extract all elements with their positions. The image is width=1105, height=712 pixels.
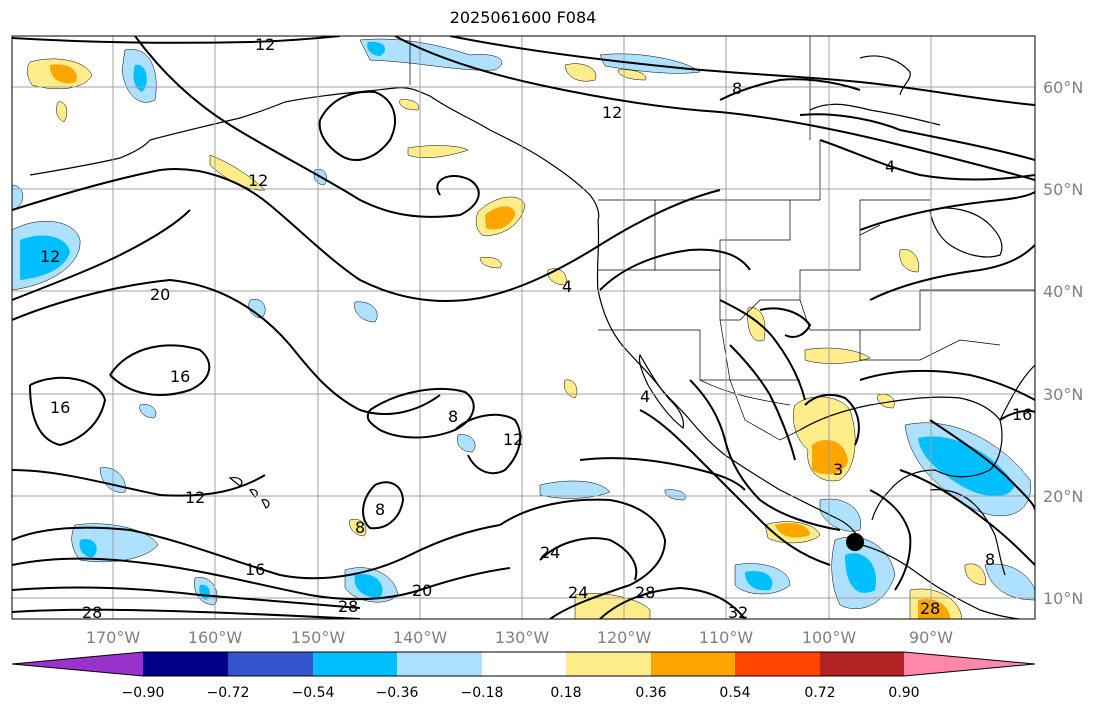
lat-label: 40°N: [1043, 282, 1083, 301]
colorbar-tick: 0.54: [719, 685, 750, 701]
latitude-labels: 60°N 50°N 40°N 30°N 20°N 10°N: [1043, 78, 1083, 608]
colorbar-tick: −0.72: [207, 685, 250, 701]
lon-label: 150°W: [291, 628, 346, 647]
state-border-layer: [409, 36, 1035, 441]
colorbar-segment: [143, 652, 228, 676]
contour-label: 4: [562, 277, 572, 296]
lon-label: 130°W: [495, 628, 550, 647]
longitude-labels: 170°W 160°W 150°W 140°W 130°W 120°W 110°…: [86, 628, 953, 647]
colorbar-segment: [482, 652, 566, 676]
lon-label: 110°W: [699, 628, 754, 647]
contour-label: 4: [885, 157, 895, 176]
colorbar-tick: 0.18: [550, 685, 581, 701]
colorbar-right-extension: [904, 652, 1035, 676]
map-frame: [11, 35, 1036, 620]
contour-label: 12: [255, 35, 275, 54]
lat-label: 60°N: [1043, 78, 1083, 97]
shaded-anomaly-layer: [12, 38, 1035, 619]
contour-label: 12: [248, 171, 268, 190]
lon-label: 90°W: [909, 628, 953, 647]
contour-label: 16: [1012, 405, 1032, 424]
colorbar-tick: 0.36: [635, 685, 666, 701]
lon-label: 160°W: [188, 628, 243, 647]
contour-label: 8: [732, 79, 742, 98]
contour-label: 16: [50, 398, 70, 417]
colorbar-tick: −0.54: [292, 685, 335, 701]
colorbar-segment: [651, 652, 735, 676]
colorbar: −0.90 −0.72 −0.54 −0.36 −0.18 0.18 0.36 …: [11, 651, 1036, 701]
lon-label: 120°W: [597, 628, 652, 647]
lon-label: 140°W: [393, 628, 448, 647]
lat-label: 50°N: [1043, 180, 1083, 199]
contour-label: 8: [985, 550, 995, 569]
contour-layer: [12, 36, 1035, 619]
contour-label: 8: [355, 518, 365, 537]
contour-label: 24: [568, 583, 588, 602]
colorbar-segment: [566, 652, 651, 676]
lat-label: 10°N: [1043, 589, 1083, 608]
contour-label: 20: [150, 285, 170, 304]
contour-label: 4: [640, 387, 650, 406]
colorbar-tick: −0.90: [122, 685, 165, 701]
contour-label-layer: 12 12 8 12 4 8 12 20 16 16 8 12 12 8 24 …: [40, 35, 1032, 622]
colorbar-segment: [820, 652, 904, 676]
contour-label: 24: [540, 543, 560, 562]
contour-label: 28: [338, 597, 358, 616]
contour-label: 16: [245, 560, 265, 579]
lat-label: 30°N: [1043, 385, 1083, 404]
colorbar-segment: [397, 652, 482, 676]
colorbar-segment: [313, 652, 397, 676]
contour-label: 28: [82, 603, 102, 622]
colorbar-tick: 0.90: [888, 685, 919, 701]
colorbar-tick: 0.72: [804, 685, 835, 701]
colorbar-segment: [228, 652, 313, 676]
contour-label: 28: [635, 583, 655, 602]
lon-label: 100°W: [802, 628, 857, 647]
contour-label: 28: [920, 599, 940, 618]
storm-center-marker: [846, 533, 864, 551]
contour-label: 16: [170, 367, 190, 386]
contour-label: 12: [40, 247, 60, 266]
colorbar-tick: −0.18: [461, 685, 504, 701]
lon-label: 170°W: [86, 628, 141, 647]
contour-label: 3: [833, 460, 843, 479]
colorbar-tick: −0.36: [376, 685, 419, 701]
contour-label: 12: [185, 488, 205, 507]
contour-label: 8: [375, 500, 385, 519]
contour-label: 8: [448, 407, 458, 426]
graticule: [12, 36, 1035, 619]
contour-label: 12: [503, 430, 523, 449]
lat-label: 20°N: [1043, 487, 1083, 506]
contour-label: 12: [602, 103, 622, 122]
map-panel: [12, 36, 1035, 619]
colorbar-segment: [735, 652, 820, 676]
contour-label: 20: [412, 581, 432, 600]
colorbar-left-extension: [12, 652, 143, 676]
contour-label: 32: [728, 603, 748, 622]
map-title: 2025061600 F084: [449, 8, 597, 27]
